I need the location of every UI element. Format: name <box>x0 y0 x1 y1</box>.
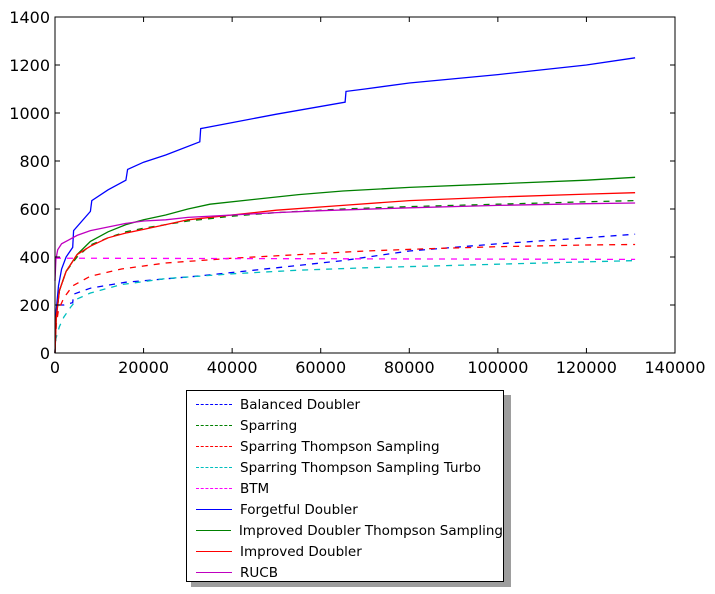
series-line-0 <box>54 233 636 354</box>
axes-layer: 0 20000 40000 60000 80000 100000 120000 140000 0… <box>9 8 705 377</box>
y-tick-label: 400 <box>19 248 50 267</box>
legend-item: BTM <box>187 478 503 499</box>
legend-item: Balanced Doubler <box>187 394 503 415</box>
legend-swatch <box>196 467 232 468</box>
legend-label: RUCB <box>240 564 278 581</box>
y-tick-label: 600 <box>19 200 50 219</box>
legend-swatch <box>196 425 232 426</box>
x-tick-label: 140000 <box>644 358 705 377</box>
legend-item: Improved Doubler <box>187 541 503 562</box>
y-tick-label: 200 <box>19 296 50 315</box>
series-line-4 <box>54 257 636 261</box>
legend-label: BTM <box>240 480 270 497</box>
legend-item: RUCB <box>187 562 503 583</box>
legend-label: Sparring Thompson Sampling <box>240 438 440 455</box>
legend-swatch <box>196 530 231 531</box>
series-line-8 <box>54 202 636 282</box>
x-tick-label: 20000 <box>118 358 169 377</box>
legend-swatch <box>196 488 232 489</box>
series-line-5 <box>54 57 636 354</box>
x-tick-label: 0 <box>50 358 60 377</box>
series-line-7 <box>54 192 636 354</box>
legend-label: Improved Doubler Thompson Sampling <box>238 522 503 539</box>
series-line-1 <box>54 199 636 354</box>
y-tick-label: 1000 <box>9 104 50 123</box>
legend-swatch <box>196 446 232 447</box>
y-tick-label: 1200 <box>9 56 50 75</box>
x-tick-label: 120000 <box>556 358 617 377</box>
legend-swatch <box>196 404 232 405</box>
y-tick-label: 800 <box>19 152 50 171</box>
legend-item: Sparring <box>187 415 503 436</box>
plot-frame <box>54 16 676 354</box>
legend-label: Balanced Doubler <box>240 396 361 413</box>
legend-item: Improved Doubler Thompson Sampling <box>187 520 503 541</box>
y-tick-label: 1400 <box>9 8 50 27</box>
legend-swatch <box>196 572 232 573</box>
x-tick-label: 80000 <box>384 358 435 377</box>
legend-label: Sparring Thompson Sampling Turbo <box>240 459 481 476</box>
y-tick-label: 0 <box>40 344 50 363</box>
legend-item: Sparring Thompson Sampling <box>187 436 503 457</box>
series-line-2 <box>54 243 636 354</box>
legend: Balanced Doubler Sparring Sparring Thompso… <box>186 390 504 582</box>
x-tick-label: 100000 <box>467 358 528 377</box>
series-line-3 <box>54 259 636 354</box>
legend-label: Improved Doubler <box>240 543 362 560</box>
legend-item: Sparring Thompson Sampling Turbo <box>187 457 503 478</box>
x-tick-label: 40000 <box>207 358 258 377</box>
legend-label: Sparring <box>240 417 298 434</box>
series-layer <box>54 57 636 354</box>
legend-label: Forgetful Doubler <box>240 501 358 518</box>
legend-swatch <box>196 509 232 510</box>
x-tick-label: 60000 <box>295 358 346 377</box>
legend-swatch <box>196 551 232 552</box>
series-line-6 <box>54 176 636 354</box>
legend-item: Forgetful Doubler <box>187 499 503 520</box>
